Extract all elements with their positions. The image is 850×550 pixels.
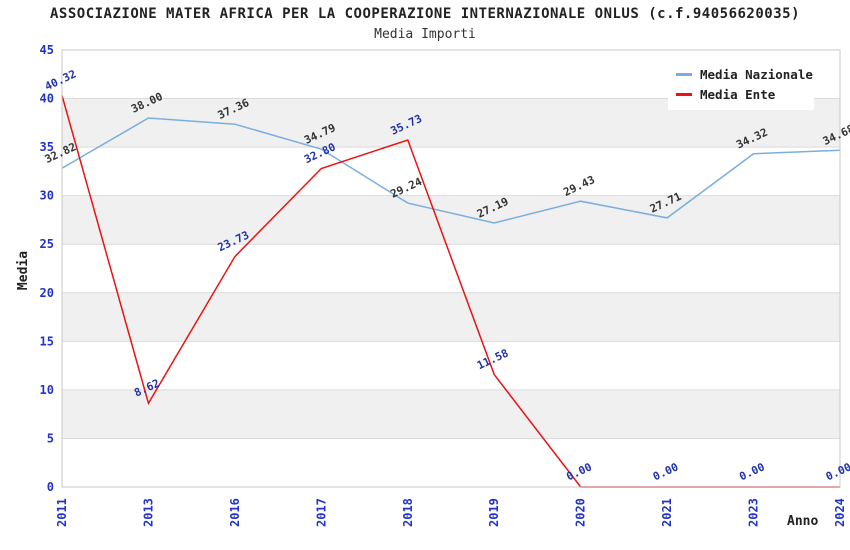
y-tick-label: 0 <box>47 480 54 494</box>
chart-legend: Media Nazionale Media Ente <box>668 58 814 110</box>
x-tick-label: 2020 <box>574 498 588 527</box>
grid-band <box>62 292 840 342</box>
y-tick-label: 10 <box>40 383 54 397</box>
x-tick-label: 2024 <box>833 498 847 527</box>
page-title: ASSOCIAZIONE MATER AFRICA PER LA COOPERA… <box>49 6 800 22</box>
line-marker-icon <box>676 92 692 96</box>
y-tick-label: 35 <box>40 140 54 154</box>
plot-border <box>61 49 841 488</box>
y-tick-label: 15 <box>40 334 54 348</box>
point-value-label: 0.00 <box>564 460 594 483</box>
x-tick-label: 2021 <box>660 498 674 527</box>
x-tick-label: 2011 <box>55 498 69 527</box>
point-value-label: 29.43 <box>561 173 597 199</box>
y-tick-label: 30 <box>40 189 54 203</box>
y-tick-label: 5 <box>47 431 54 445</box>
legend-item-media-nazionale: Media Nazionale <box>676 64 814 84</box>
x-tick-label: 2016 <box>228 498 242 527</box>
x-tick-label: 2018 <box>401 498 415 527</box>
legend-label: Media Nazionale <box>700 66 813 82</box>
chart-subtitle: Media Importi <box>374 27 476 42</box>
y-axis-title: Media <box>16 250 32 291</box>
line-marker-icon <box>676 72 692 76</box>
x-tick-label: 2017 <box>314 498 328 527</box>
y-tick-label: 20 <box>40 286 54 300</box>
legend-label: Media Ente <box>700 86 776 102</box>
x-axis-title: Anno <box>787 514 819 529</box>
grid-band <box>62 195 840 245</box>
point-value-label: 0.00 <box>651 460 681 483</box>
series-line <box>61 117 841 224</box>
legend-item-media-ente: Media Ente <box>676 84 814 104</box>
point-value-label: 0.00 <box>824 460 850 483</box>
point-value-label: 0.00 <box>737 460 767 483</box>
y-tick-label: 45 <box>40 43 54 57</box>
point-value-label: 40.32 <box>43 67 79 93</box>
x-tick-label: 2023 <box>747 498 761 527</box>
x-tick-label: 2013 <box>141 498 155 527</box>
y-tick-label: 40 <box>40 92 54 106</box>
y-tick-label: 25 <box>40 237 54 251</box>
grid-band <box>62 389 840 439</box>
x-tick-label: 2019 <box>487 498 501 527</box>
